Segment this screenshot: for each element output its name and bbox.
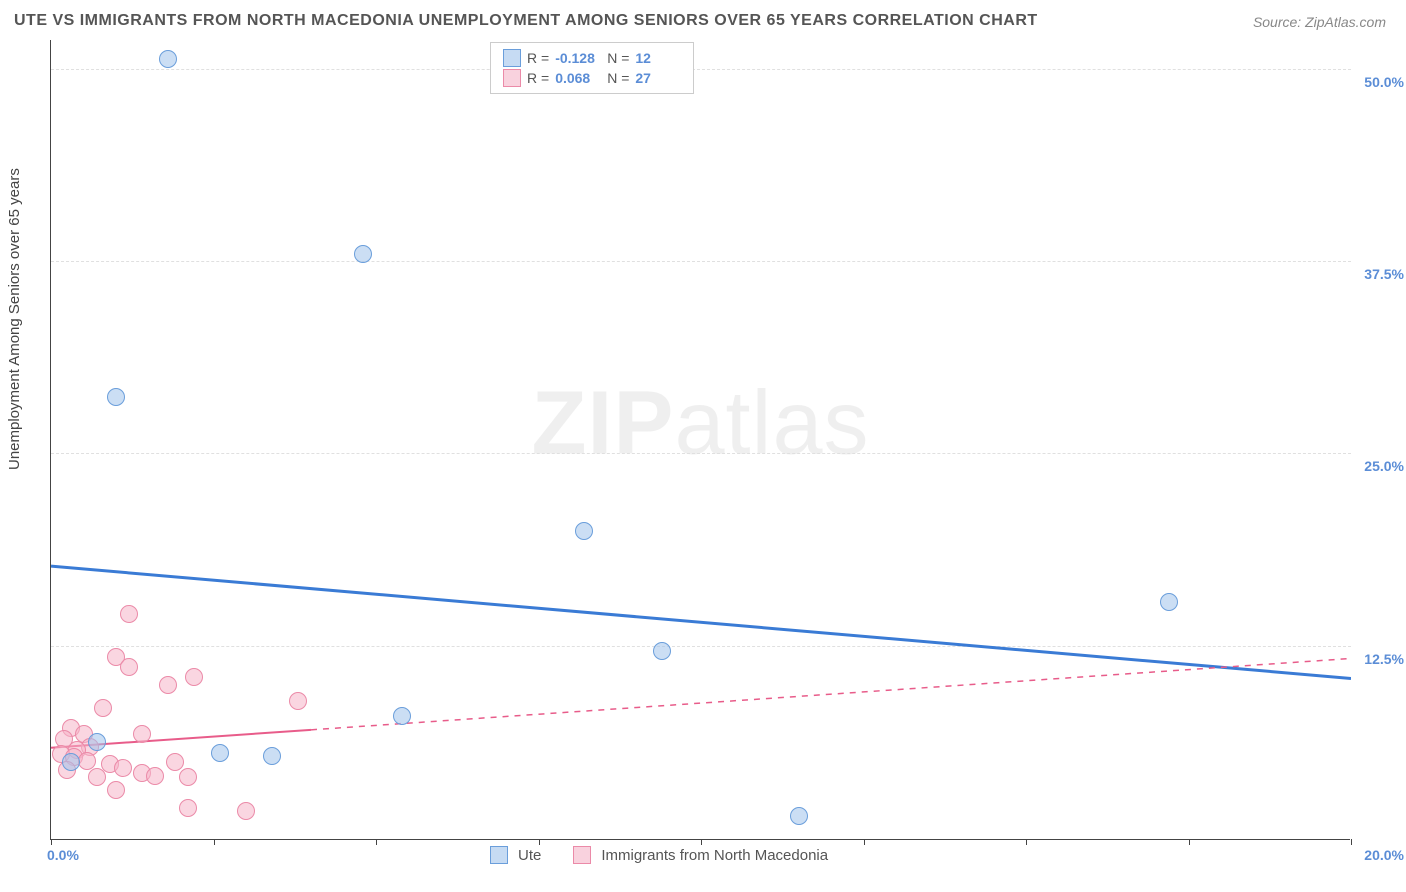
data-point: [185, 668, 203, 686]
gridline: [51, 69, 1351, 70]
data-point: [354, 245, 372, 263]
r-value-macedonia: 0.068: [555, 70, 601, 86]
data-point: [114, 759, 132, 777]
data-point: [78, 752, 96, 770]
r-label: R =: [527, 50, 549, 66]
data-point: [159, 676, 177, 694]
swatch-blue-icon: [503, 49, 521, 67]
gridline: [51, 646, 1351, 647]
chart-title: UTE VS IMMIGRANTS FROM NORTH MACEDONIA U…: [14, 12, 1038, 30]
x-tick: [539, 839, 540, 845]
data-point: [166, 753, 184, 771]
data-point: [575, 522, 593, 540]
chart-container: UTE VS IMMIGRANTS FROM NORTH MACEDONIA U…: [0, 0, 1406, 892]
legend-row-macedonia: R = 0.068 N = 27: [503, 69, 681, 87]
trend-line-dashed: [311, 658, 1351, 729]
plot-area: ZIPatlas 12.5%25.0%37.5%50.0%0.0%20.0%: [50, 40, 1350, 840]
gridline: [51, 261, 1351, 262]
trend-line: [51, 566, 1351, 678]
data-point: [393, 707, 411, 725]
data-point: [133, 725, 151, 743]
legend-row-ute: R = -0.128 N = 12: [503, 49, 681, 67]
watermark-light: atlas: [674, 373, 869, 473]
x-tick: [1026, 839, 1027, 845]
y-tick-label: 12.5%: [1364, 651, 1404, 667]
data-point: [107, 781, 125, 799]
data-point: [120, 605, 138, 623]
x-tick: [214, 839, 215, 845]
x-tick: [51, 839, 52, 845]
data-point: [94, 699, 112, 717]
data-point: [159, 50, 177, 68]
swatch-pink-icon: [573, 846, 591, 864]
data-point: [88, 768, 106, 786]
trend-svg: [51, 40, 1351, 840]
data-point: [237, 802, 255, 820]
data-point: [62, 753, 80, 771]
r-label: R =: [527, 70, 549, 86]
x-tick: [1189, 839, 1190, 845]
data-point: [211, 744, 229, 762]
x-tick: [376, 839, 377, 845]
data-point: [146, 767, 164, 785]
data-point: [289, 692, 307, 710]
x-tick: [1351, 839, 1352, 845]
y-axis-label: Unemployment Among Seniors over 65 years: [6, 168, 23, 470]
data-point: [263, 747, 281, 765]
n-value-macedonia: 27: [635, 70, 681, 86]
data-point: [653, 642, 671, 660]
watermark-bold: ZIP: [531, 373, 674, 473]
watermark: ZIPatlas: [531, 372, 869, 475]
data-point: [1160, 593, 1178, 611]
series-legend: Ute Immigrants from North Macedonia: [490, 846, 828, 864]
data-point: [88, 733, 106, 751]
n-value-ute: 12: [635, 50, 681, 66]
swatch-pink-icon: [503, 69, 521, 87]
legend-label-ute: Ute: [518, 847, 541, 864]
r-value-ute: -0.128: [555, 50, 601, 66]
source-label: Source: ZipAtlas.com: [1253, 14, 1386, 30]
n-label: N =: [607, 70, 629, 86]
data-point: [179, 799, 197, 817]
x-tick: [864, 839, 865, 845]
data-point: [120, 658, 138, 676]
x-max-label: 20.0%: [1364, 847, 1404, 863]
n-label: N =: [607, 50, 629, 66]
swatch-blue-icon: [490, 846, 508, 864]
gridline: [51, 453, 1351, 454]
y-tick-label: 37.5%: [1364, 266, 1404, 282]
data-point: [107, 388, 125, 406]
correlation-legend: R = -0.128 N = 12 R = 0.068 N = 27: [490, 42, 694, 94]
data-point: [179, 768, 197, 786]
x-min-label: 0.0%: [47, 847, 79, 863]
x-tick: [701, 839, 702, 845]
data-point: [790, 807, 808, 825]
legend-label-macedonia: Immigrants from North Macedonia: [601, 847, 828, 864]
chart-area: ZIPatlas 12.5%25.0%37.5%50.0%0.0%20.0%: [50, 40, 1350, 840]
y-tick-label: 50.0%: [1364, 74, 1404, 90]
y-tick-label: 25.0%: [1364, 458, 1404, 474]
